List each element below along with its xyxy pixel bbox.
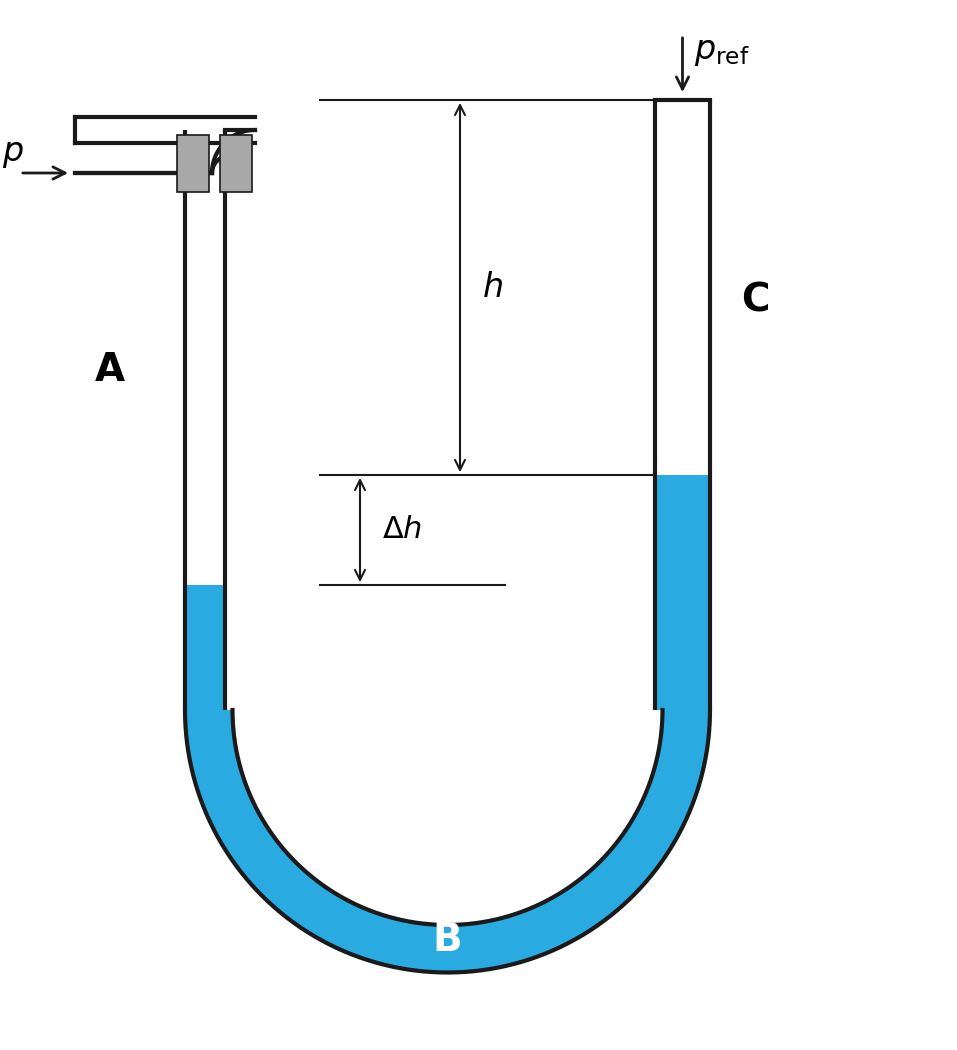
Text: C: C bbox=[741, 281, 769, 319]
Text: $\Delta h$: $\Delta h$ bbox=[382, 516, 422, 545]
Bar bbox=[177, 135, 209, 192]
Text: $p$: $p$ bbox=[2, 136, 24, 170]
Text: $p_\mathrm{ref}$: $p_\mathrm{ref}$ bbox=[695, 35, 750, 68]
Polygon shape bbox=[185, 475, 710, 972]
Text: A: A bbox=[95, 351, 125, 388]
Bar bbox=[220, 135, 252, 192]
Text: $h$: $h$ bbox=[482, 271, 502, 304]
Text: B: B bbox=[433, 921, 462, 959]
